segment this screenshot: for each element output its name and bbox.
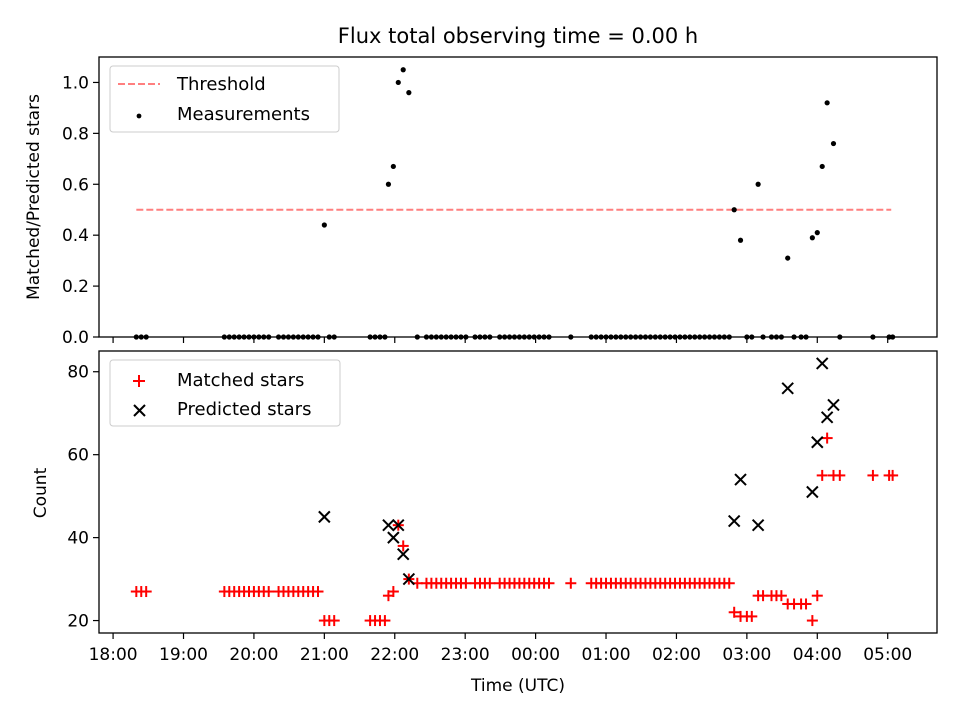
- matched-star-point: [811, 590, 823, 602]
- measurement-point: [819, 163, 825, 170]
- predicted-star-point: [806, 485, 819, 499]
- matched-star-point: [140, 586, 152, 598]
- measurement-point: [321, 222, 327, 228]
- bottom-ytick-label: 40: [67, 529, 89, 549]
- bottom-legend-box: [109, 359, 341, 427]
- measurement-point: [830, 140, 837, 147]
- matched-star-point: [723, 577, 735, 589]
- matched-star-point: [821, 432, 833, 444]
- top-ylabel: Matched/Predicted stars: [24, 94, 44, 300]
- top-panel: Flux total observing time = 0.00 h Match…: [24, 24, 938, 348]
- bottom-xlabel: Time (UTC): [470, 676, 565, 696]
- bottom-yticks: 20 40 60 80: [67, 363, 99, 632]
- predicted-star-point: [820, 411, 834, 424]
- predicted-star-point: [827, 398, 840, 412]
- bottom-xtick-label: 20:00: [229, 645, 278, 665]
- predicted-star-point: [402, 572, 416, 586]
- matched-star-point: [816, 469, 828, 481]
- bottom-ytick-label: 80: [67, 363, 89, 383]
- matched-star-point: [387, 586, 399, 598]
- bottom-xtick-label: 00:00: [511, 645, 560, 665]
- bottom-panel: Count Time (UTC) 20 40 60 80 18:00 19:00 20:0…: [31, 350, 938, 696]
- matched-star-point: [728, 606, 740, 618]
- bottom-plot-area: [130, 357, 899, 627]
- bottom-legend: Matched stars Predicted stars: [109, 359, 341, 427]
- top-ytick-label: 0.6: [62, 175, 89, 195]
- top-legend-box: [109, 65, 340, 133]
- top-legend: Threshold Measurements: [109, 65, 340, 133]
- predicted-star-point: [392, 518, 405, 532]
- top-ytick-label: 0.8: [62, 124, 89, 144]
- bottom-xtick-label: 19:00: [159, 645, 208, 665]
- bottom-ytick-label: 60: [67, 446, 89, 466]
- legend-measurements-swatch: [136, 113, 142, 119]
- matched-star-point: [565, 577, 577, 589]
- measurement-point: [390, 163, 396, 170]
- measurement-point: [406, 90, 412, 96]
- top-axes-frame: [98, 56, 938, 338]
- matched-star-point: [328, 615, 340, 627]
- measurement-point: [809, 235, 815, 241]
- top-title: Flux total observing time = 0.00 h: [338, 24, 698, 48]
- bottom-xtick-label: 22:00: [370, 645, 419, 665]
- matched-star-point: [543, 577, 555, 589]
- bottom-ylabel: Count: [31, 467, 51, 518]
- matched-star-point: [397, 540, 409, 552]
- bottom-xtick-label: 02:00: [652, 645, 701, 665]
- top-ytick-label: 0.4: [62, 226, 89, 246]
- measurement-point: [385, 181, 392, 187]
- legend-predicted-label: Predicted stars: [177, 399, 311, 420]
- bottom-xticks: 18:00 19:00 20:00 21:00 22:00 23:00 00:00 01:00…: [89, 633, 912, 665]
- legend-measurements-label: Measurements: [177, 104, 310, 125]
- matched-star-point: [312, 586, 324, 598]
- matched-star-point: [887, 469, 899, 481]
- measurement-point: [737, 237, 744, 243]
- matched-star-point: [800, 598, 812, 610]
- top-ytick-label: 0.0: [62, 328, 89, 348]
- predicted-star-point: [382, 518, 395, 532]
- predicted-star-point: [318, 510, 331, 524]
- matched-star-point: [834, 469, 846, 481]
- matched-star-point: [775, 590, 787, 602]
- legend-threshold-label: Threshold: [176, 74, 266, 95]
- predicted-star-point: [816, 357, 829, 370]
- measurement-point: [785, 255, 791, 261]
- bottom-xtick-label: 21:00: [300, 645, 349, 665]
- predicted-star-point: [811, 436, 824, 449]
- matched-star-point: [746, 610, 758, 622]
- predicted-star-point: [734, 473, 747, 486]
- measurement-point: [755, 181, 761, 187]
- legend-matched-label: Matched stars: [177, 370, 304, 391]
- measurement-point: [814, 230, 820, 236]
- bottom-xtick-label: 23:00: [441, 645, 490, 665]
- top-ytick-label: 0.2: [62, 277, 89, 297]
- predicted-star-point: [727, 514, 741, 528]
- bottom-xtick-label: 01:00: [582, 645, 631, 665]
- predicted-star-point: [397, 547, 410, 561]
- matched-star-point: [867, 469, 879, 481]
- matched-star-point: [806, 615, 818, 627]
- predicted-star-point: [751, 518, 765, 532]
- top-yticks: 0.0 0.2 0.4 0.6 0.8 1.0: [62, 73, 99, 348]
- bottom-ytick-label: 20: [67, 612, 89, 632]
- predicted-star-point: [387, 531, 400, 544]
- legend-matched-swatch: [133, 375, 145, 387]
- matched-star-point: [484, 577, 496, 589]
- measurement-point: [395, 79, 401, 86]
- predicted-star-point: [781, 382, 794, 395]
- legend-predicted-swatch: [133, 404, 146, 417]
- measurement-point: [731, 207, 737, 213]
- bottom-axes-frame: [98, 350, 938, 634]
- bottom-xtick-label: 18:00: [89, 645, 138, 665]
- bottom-xtick-label: 03:00: [722, 645, 771, 665]
- measurement-point: [824, 100, 830, 106]
- measurement-point: [400, 67, 406, 73]
- matched-star-point: [263, 586, 275, 598]
- bottom-xtick-label: 04:00: [793, 645, 842, 665]
- bottom-xtick-label: 05:00: [863, 645, 912, 665]
- matched-star-point: [379, 615, 391, 627]
- top-ytick-label: 1.0: [62, 73, 89, 93]
